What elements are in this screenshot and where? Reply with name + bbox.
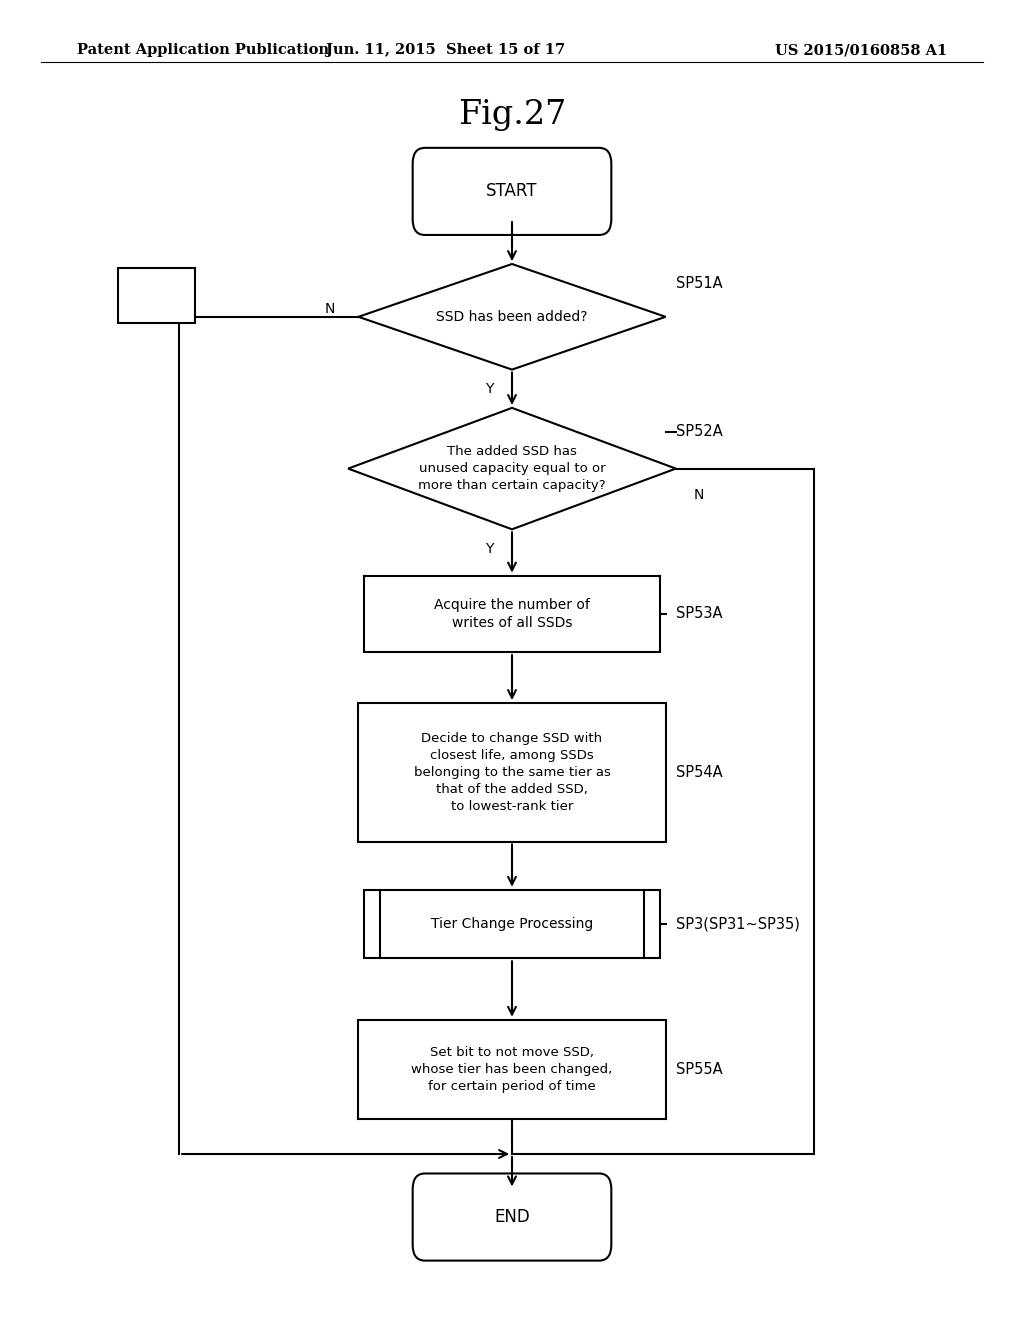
- FancyBboxPatch shape: [413, 148, 611, 235]
- Text: The added SSD has
unused capacity equal to or
more than certain capacity?: The added SSD has unused capacity equal …: [418, 445, 606, 492]
- Text: Y: Y: [485, 543, 494, 556]
- Bar: [358, 704, 666, 842]
- Bar: [364, 576, 660, 652]
- Text: Patent Application Publication: Patent Application Publication: [77, 44, 329, 57]
- Text: Jun. 11, 2015  Sheet 15 of 17: Jun. 11, 2015 Sheet 15 of 17: [326, 44, 565, 57]
- Text: US 2015/0160858 A1: US 2015/0160858 A1: [775, 44, 947, 57]
- Text: SP53A: SP53A: [676, 606, 722, 622]
- Text: SSD has been added?: SSD has been added?: [436, 310, 588, 323]
- Text: SP54A: SP54A: [676, 764, 723, 780]
- Text: N: N: [693, 488, 703, 502]
- Text: Set bit to not move SSD,
whose tier has been changed,
for certain period of time: Set bit to not move SSD, whose tier has …: [412, 1045, 612, 1093]
- Text: SP3(SP31∼SP35): SP3(SP31∼SP35): [676, 916, 800, 932]
- Polygon shape: [348, 408, 676, 529]
- Text: END: END: [495, 1208, 529, 1226]
- Text: SP55A: SP55A: [676, 1061, 723, 1077]
- Bar: [364, 890, 660, 958]
- Text: Decide to change SSD with
closest life, among SSDs
belonging to the same tier as: Decide to change SSD with closest life, …: [414, 731, 610, 813]
- Text: Tier Change Processing: Tier Change Processing: [431, 917, 593, 931]
- Text: START: START: [486, 182, 538, 201]
- Bar: [358, 1020, 666, 1119]
- Bar: [118, 268, 195, 323]
- Text: Fig.27: Fig.27: [458, 99, 566, 131]
- Text: SP52A: SP52A: [676, 424, 723, 440]
- Text: Y: Y: [485, 383, 494, 396]
- Text: Acquire the number of
writes of all SSDs: Acquire the number of writes of all SSDs: [434, 598, 590, 630]
- Polygon shape: [358, 264, 666, 370]
- Text: SP51A: SP51A: [676, 276, 723, 292]
- Text: N: N: [325, 302, 335, 315]
- FancyBboxPatch shape: [413, 1173, 611, 1261]
